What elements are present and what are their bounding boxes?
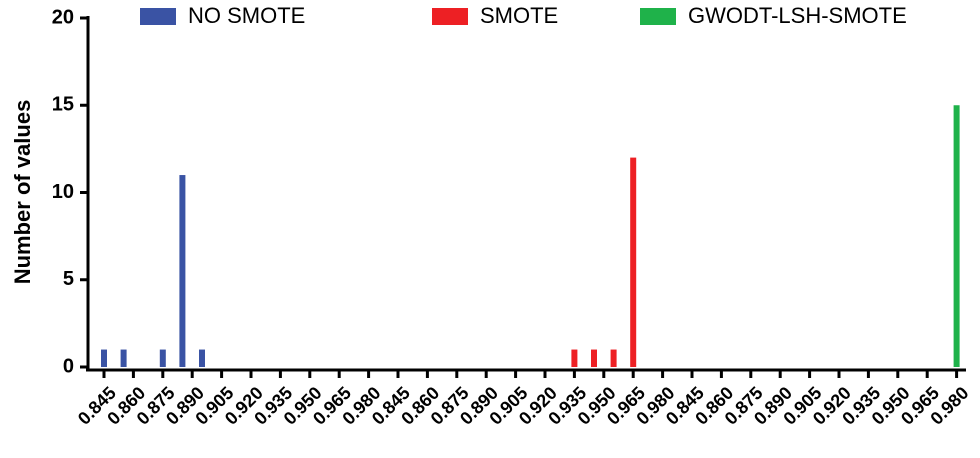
bar	[159, 349, 166, 367]
legend-label: SMOTE	[480, 3, 558, 28]
legend-swatch	[640, 8, 676, 25]
legend-label: GWODT-LSH-SMOTE	[688, 3, 907, 28]
bar	[630, 157, 637, 367]
y-tick-label: 15	[52, 94, 74, 116]
bar	[591, 349, 597, 367]
bar	[953, 105, 960, 367]
legend-swatch	[432, 8, 468, 25]
y-tick-label: 20	[52, 6, 74, 28]
y-tick-label: 10	[52, 181, 74, 203]
bar	[610, 349, 617, 367]
y-axis-title: Number of values	[10, 100, 35, 285]
bar	[179, 175, 186, 367]
bar	[199, 349, 205, 367]
legend-label: NO SMOTE	[188, 3, 305, 28]
legend-swatch	[140, 8, 176, 25]
y-tick-label: 0	[63, 355, 74, 377]
bar	[101, 349, 107, 367]
y-tick-label: 5	[63, 268, 74, 290]
bar	[571, 349, 578, 367]
bar	[120, 349, 127, 367]
